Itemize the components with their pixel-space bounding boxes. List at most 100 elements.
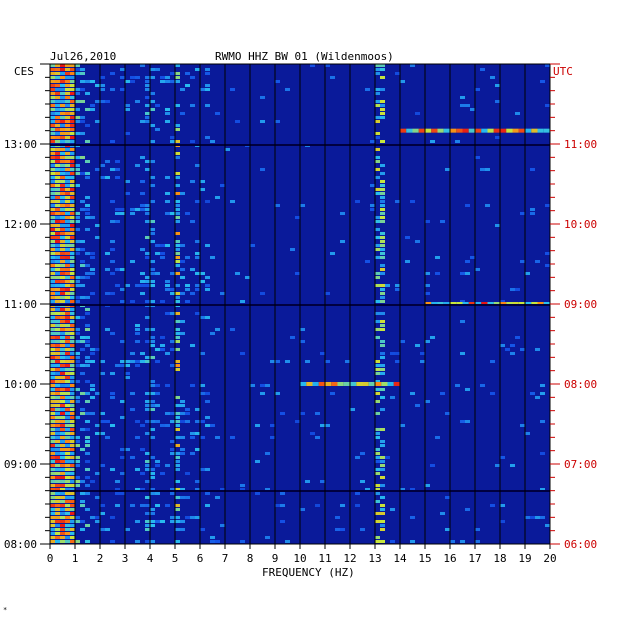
burst-cell: [300, 382, 307, 386]
spectrogram-cell: [145, 392, 150, 395]
spectrogram-cell: [425, 484, 430, 487]
spectrogram-cell: [505, 348, 510, 351]
spectrogram-cell: [510, 464, 515, 467]
spectrogram-cell: [55, 96, 60, 99]
spectrogram-cell: [60, 432, 65, 435]
spectrogram-cell: [120, 472, 125, 475]
spectrogram-cell: [145, 168, 150, 171]
spectrogram-cell: [150, 340, 155, 343]
spectrogram-cell: [145, 284, 150, 287]
spectrogram-cell: [60, 284, 65, 287]
spectrogram-cell: [90, 256, 95, 259]
spectrogram-cell: [380, 64, 385, 67]
spectrogram-cell: [110, 88, 115, 91]
spectrogram-cell: [50, 476, 55, 479]
spectrogram-cell: [145, 112, 150, 115]
spectrogram-cell: [75, 440, 80, 443]
spectrogram-cell: [65, 72, 70, 75]
spectrogram-cell: [80, 412, 85, 415]
spectrogram-cell: [540, 392, 545, 395]
spectrogram-cell: [205, 104, 210, 107]
spectrogram-cell: [50, 436, 55, 439]
spectrogram-cell: [405, 260, 410, 263]
spectrogram-cell: [175, 508, 180, 511]
spectrogram-cell: [65, 376, 70, 379]
spectrogram-cell: [65, 312, 70, 315]
spectrogram-cell: [55, 148, 60, 151]
spectrogram-cell: [80, 156, 85, 159]
spectrogram-cell: [325, 292, 330, 295]
spectrogram-cell: [135, 100, 140, 103]
spectrogram-cell: [205, 68, 210, 71]
spectrogram-cell: [375, 104, 380, 107]
spectrogram-cell: [540, 384, 545, 387]
spectrogram-cell: [50, 440, 55, 443]
spectrogram-cell: [400, 340, 405, 343]
spectrogram-cell: [525, 272, 530, 275]
spectrogram-cell: [175, 340, 180, 343]
spectrogram-cell: [50, 356, 55, 359]
spectrogram-cell: [365, 488, 370, 491]
spectrogram-cell: [55, 308, 60, 311]
spectrogram-cell: [85, 492, 90, 495]
spectrogram-cell: [175, 336, 180, 339]
spectrogram-cell: [65, 392, 70, 395]
spectrogram-cell: [60, 464, 65, 467]
spectrogram-cell: [70, 540, 75, 543]
spectrogram-cell: [60, 412, 65, 415]
spectrogram-cell: [295, 420, 300, 423]
spectrogram-cell: [145, 220, 150, 223]
left-time-label: 13:00: [4, 138, 37, 151]
spectrogram-cell: [65, 288, 70, 291]
spectrogram-cell: [55, 260, 60, 263]
spectrogram-cell: [170, 492, 175, 495]
spectrogram-cell: [545, 524, 550, 527]
spectrogram-cell: [55, 324, 60, 327]
spectrogram-cell: [150, 392, 155, 395]
spectrogram-cell: [195, 516, 200, 519]
spectrogram-cell: [150, 468, 155, 471]
spectrogram-cell: [150, 228, 155, 231]
spectrogram-cell: [110, 140, 115, 143]
spectrogram-cell: [60, 80, 65, 83]
spectrogram-cell: [535, 348, 540, 351]
spectrogram-cell: [50, 432, 55, 435]
spectrogram-cell: [70, 220, 75, 223]
spectrogram-cell: [70, 416, 75, 419]
spectrogram-cell: [205, 400, 210, 403]
spectrogram-cell: [175, 424, 180, 427]
spectrogram-cell: [150, 240, 155, 243]
spectrogram-cell: [65, 472, 70, 475]
spectrogram-cell: [50, 288, 55, 291]
spectrogram-cell: [65, 360, 70, 363]
burst-cell: [362, 382, 369, 386]
spectrogram-cell: [65, 188, 70, 191]
spectrogram-cell: [175, 488, 180, 491]
spectrogram-cell: [55, 452, 60, 455]
spectrogram-cell: [175, 444, 180, 447]
spectrogram-cell: [50, 104, 55, 107]
spectrogram-cell: [175, 528, 180, 531]
spectrogram-cell: [165, 384, 170, 387]
spectrogram-cell: [70, 80, 75, 83]
spectrogram-cell: [55, 180, 60, 183]
spectrogram-cell: [170, 440, 175, 443]
spectrogram-cell: [275, 392, 280, 395]
spectrogram-cell: [95, 236, 100, 239]
spectrogram-cell: [195, 200, 200, 203]
spectrogram-cell: [90, 480, 95, 483]
burst-cell: [450, 128, 457, 133]
spectrogram-cell: [70, 324, 75, 327]
burst-cell: [468, 128, 475, 133]
spectrogram-cell: [275, 204, 280, 207]
spectrogram-cell: [175, 464, 180, 467]
spectrogram-cell: [55, 380, 60, 383]
spectrogram-cell: [380, 220, 385, 223]
spectrogram-cell: [85, 196, 90, 199]
spectrogram-cell: [75, 216, 80, 219]
spectrogram-cell: [355, 200, 360, 203]
spectrogram-cell: [375, 380, 380, 383]
spectrogram-cell: [55, 100, 60, 103]
spectrogram-cell: [155, 272, 160, 275]
spectrogram-cell: [65, 172, 70, 175]
